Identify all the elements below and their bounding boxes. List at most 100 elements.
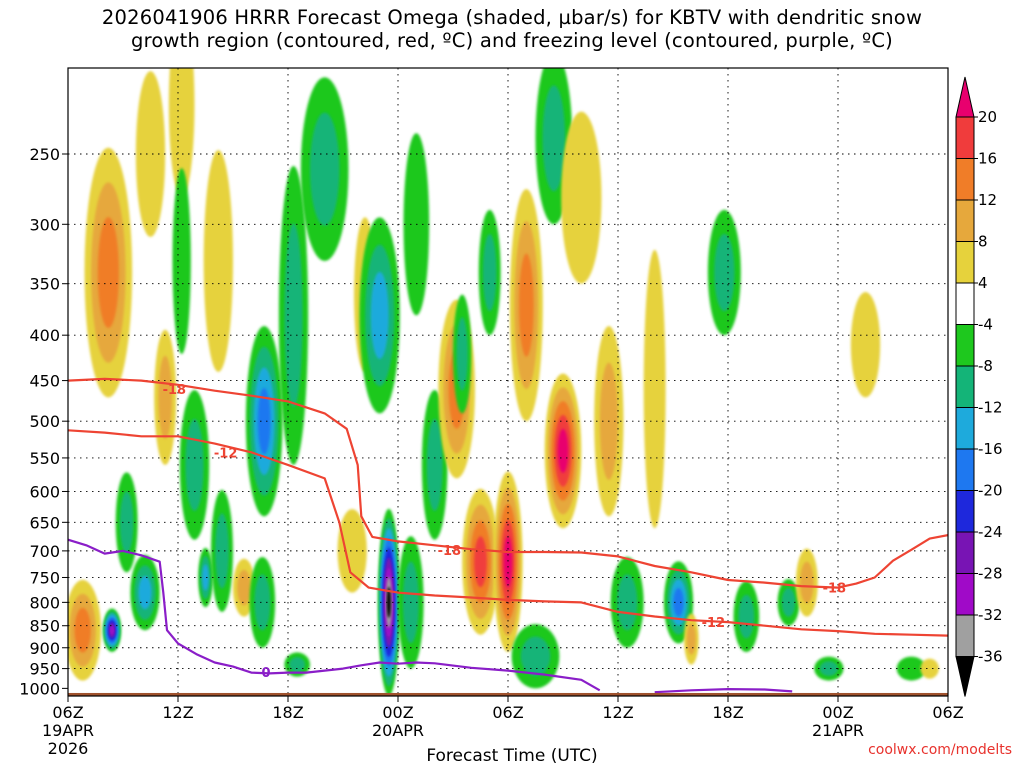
y-tick-label-400: 400 <box>29 326 60 345</box>
omega-cell-2-level-6 <box>110 625 114 635</box>
contour--12 <box>68 429 948 637</box>
colorbar-top-arrow <box>955 76 975 118</box>
x-tick-label-48: 06Z <box>932 703 963 722</box>
colorbar-swatch-7 <box>955 365 975 408</box>
contour--18 <box>68 377 948 589</box>
chart-title-line-2: growth region (contoured, red, ºC) and f… <box>131 29 893 52</box>
colorbar-label-2: 12 <box>978 191 997 209</box>
colorbar-swatch-8 <box>955 407 975 450</box>
y-tick-label-300: 300 <box>29 215 60 234</box>
contour-label--18c: -18 <box>823 582 847 597</box>
y-tick-label-500: 500 <box>29 412 60 431</box>
chart-title-line-1: 2026041906 HRRR Forecast Omega (shaded, … <box>101 6 923 29</box>
omega-cell-16-level-1 <box>284 223 303 408</box>
contour-freezing-level <box>68 538 601 692</box>
colorbar-swatch-10 <box>955 490 975 533</box>
omega-cell-27-level-1 <box>456 317 468 391</box>
omega-cell-0-level-2 <box>74 607 91 653</box>
omega-cell-5-level-0 <box>135 71 166 237</box>
y-tick-label-350: 350 <box>29 275 60 294</box>
x-axis-title: Forecast Time (UTC) <box>426 746 598 766</box>
colorbar: 20 16 12 8 4 -4 -8 -12 -16 -20 -24 -28 -32 -36 <box>955 76 1003 697</box>
omega-cell-39-level-3 <box>673 588 684 617</box>
y-tick-label-700: 700 <box>29 542 60 561</box>
omega-cell-7-level-0 <box>168 68 195 198</box>
omega-cell-33-level-1 <box>520 636 551 677</box>
colorbar-label-10: -24 <box>978 523 1003 541</box>
colorbar-swatch-4 <box>955 241 975 284</box>
omega-cell-40-level-1 <box>686 623 696 655</box>
omega-cell-11-level-1 <box>215 513 229 589</box>
y-tick-label-450: 450 <box>29 372 60 391</box>
x-tick-label-42: 00Z <box>822 703 853 722</box>
y-tick-label-1000: 1000 <box>19 679 60 698</box>
colorbar-bottom-arrow <box>955 656 975 697</box>
contour-label--12: -12 <box>214 446 238 461</box>
omega-cell-34-level-1 <box>542 85 566 192</box>
colorbar-label-3: 8 <box>978 233 988 251</box>
colorbar-label-0: 20 <box>978 108 997 126</box>
x-tick-label-18: 00Z <box>382 703 413 722</box>
colorbar-swatch-2 <box>955 158 975 201</box>
contour-label-freezing-level: 0 <box>261 666 270 681</box>
colorbar-swatch-5 <box>955 282 975 325</box>
omega-cell-12-level-0 <box>203 150 233 372</box>
omega-cell-35-level-0 <box>561 111 602 284</box>
contour-lines: -18 -18 -18 -12 -12 0 <box>68 377 948 694</box>
omega-cell-47-level-0 <box>896 656 926 681</box>
omega-cell-22-level-8 <box>386 586 391 618</box>
omega-cell-30-level-4 <box>503 535 513 588</box>
colorbar-swatch-3 <box>955 199 975 242</box>
y-tick-label-650: 650 <box>29 513 60 532</box>
omega-cell-38-level-0 <box>643 249 666 529</box>
contour-label--18b: -18 <box>438 544 462 559</box>
y-tick-label-800: 800 <box>29 593 60 612</box>
contour-label--12b: -12 <box>702 616 726 631</box>
x-tick-label-12: 18Z <box>272 703 303 722</box>
colorbar-swatch-12 <box>955 573 975 616</box>
omega-cell-32-level-4 <box>557 428 569 473</box>
omega-cell-21-level-2 <box>370 271 389 359</box>
colorbar-label-13: -36 <box>978 648 1003 666</box>
credit-link[interactable]: coolwx.com/modelts <box>868 742 1012 758</box>
contour-freezing-level-2 <box>654 688 793 694</box>
omega-cell-31-level-2 <box>519 253 534 357</box>
x-tick-year-0: 2026 <box>48 739 89 758</box>
y-tick-label-850: 850 <box>29 617 60 636</box>
colorbar-swatch-1 <box>955 116 975 159</box>
omega-cell-3-level-1 <box>119 491 134 554</box>
omega-cell-15-level-1 <box>254 574 271 631</box>
omega-cell-48-level-0 <box>920 658 939 679</box>
colorbar-label-1: 16 <box>978 150 997 168</box>
omega-cell-45-level-1 <box>819 661 838 676</box>
y-tick-label-600: 600 <box>29 482 60 501</box>
colorbar-swatch-6 <box>955 324 975 367</box>
omega-shaded-field <box>68 68 939 696</box>
omega-cell-42-level-1 <box>738 594 755 639</box>
omega-cell-1-level-2 <box>97 217 119 329</box>
x-tick-label-0: 06Z <box>52 703 83 722</box>
colorbar-label-9: -20 <box>978 482 1003 500</box>
colorbar-label-11: -28 <box>978 565 1003 583</box>
x-tick-date-42: 21APR <box>812 721 864 740</box>
x-tick-label-24: 06Z <box>492 703 523 722</box>
contour-label--18: -18 <box>163 383 187 398</box>
colorbar-swatch-11 <box>955 531 975 574</box>
colorbar-label-4: 4 <box>978 274 988 292</box>
y-tick-label-750: 750 <box>29 568 60 587</box>
y-axis-ticks: 250 300 350 400 450 500 550 600 650 700 750 800 850 9… <box>19 145 68 698</box>
colorbar-label-5: -4 <box>978 316 993 334</box>
grid-lines <box>67 68 949 696</box>
x-tick-label-6: 12Z <box>162 703 193 722</box>
omega-cell-46-level-0 <box>850 292 881 398</box>
colorbar-label-7: -12 <box>978 399 1003 417</box>
y-tick-label-550: 550 <box>29 449 60 468</box>
omega-cell-8-level-0 <box>172 168 191 354</box>
y-tick-label-250: 250 <box>29 145 60 164</box>
omega-cell-6-level-1 <box>158 355 172 439</box>
omega-cell-44-level-1 <box>800 561 814 604</box>
colorbar-label-6: -8 <box>978 357 993 375</box>
y-tick-label-900: 900 <box>29 639 60 658</box>
